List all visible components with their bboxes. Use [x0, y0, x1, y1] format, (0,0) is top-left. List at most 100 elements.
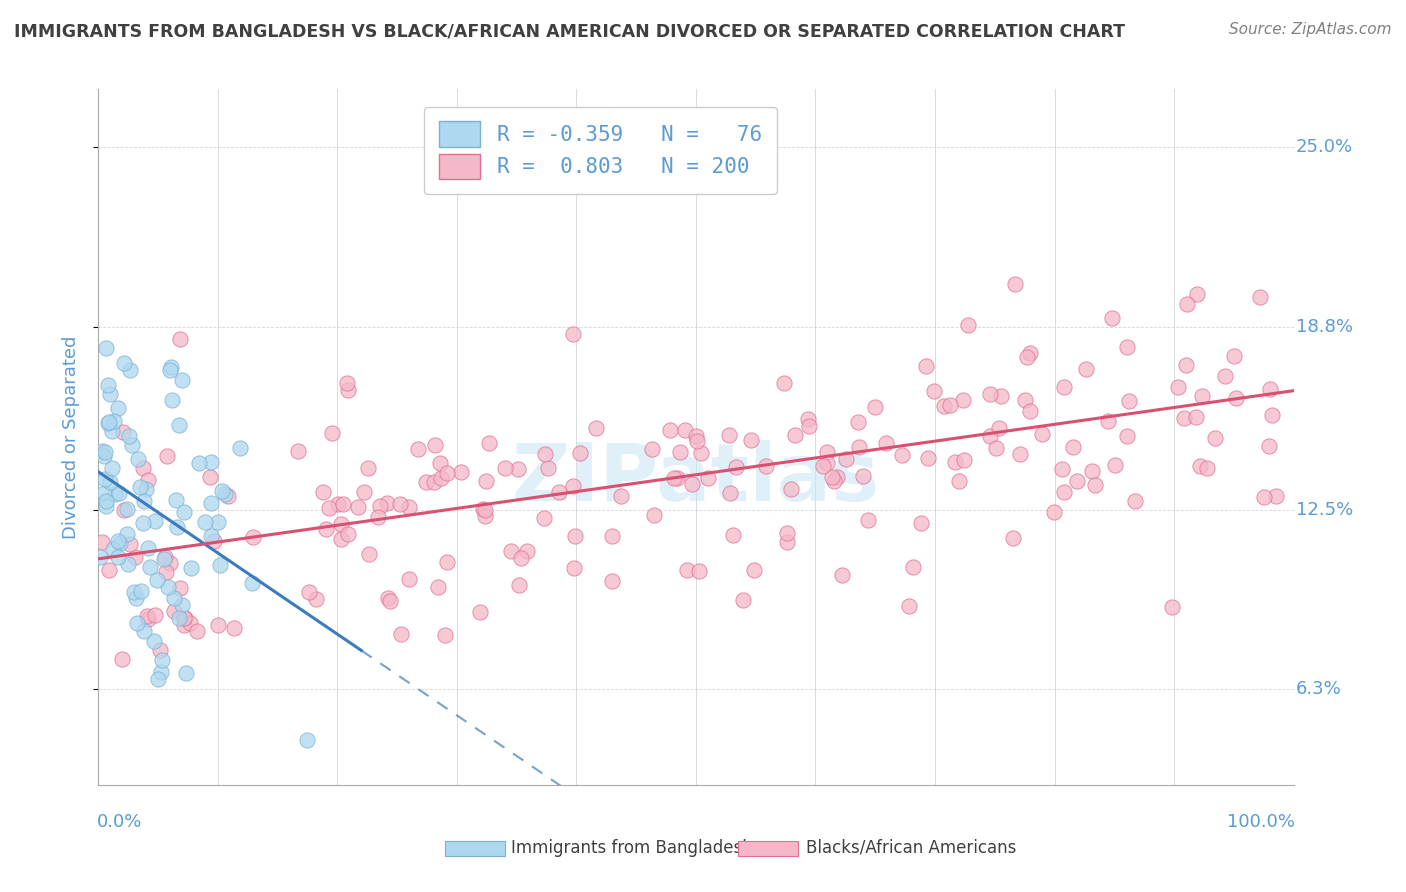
Point — [167, 611, 190, 625]
Point — [103, 487, 125, 501]
Point — [159, 363, 181, 377]
Point — [167, 417, 190, 432]
Point — [134, 624, 156, 638]
Point — [170, 598, 193, 612]
Point — [97, 377, 120, 392]
Point — [143, 607, 166, 622]
Point — [93, 485, 115, 500]
Point — [156, 449, 179, 463]
Point — [953, 453, 976, 467]
Point — [166, 519, 188, 533]
Point — [214, 487, 236, 501]
Point — [132, 461, 155, 475]
Point — [138, 541, 160, 555]
Point — [516, 544, 538, 558]
Point — [1014, 393, 1036, 408]
Point — [1050, 461, 1073, 475]
Point — [198, 470, 221, 484]
Point — [675, 563, 697, 577]
Point — [1031, 427, 1053, 442]
Point — [163, 604, 186, 618]
Point — [217, 489, 239, 503]
Point — [474, 509, 496, 524]
Point — [1015, 350, 1038, 364]
Point — [353, 485, 375, 500]
Text: IMMIGRANTS FROM BANGLADESH VS BLACK/AFRICAN AMERICAN DIVORCED OR SEPARATED CORRE: IMMIGRANTS FROM BANGLADESH VS BLACK/AFRI… — [14, 22, 1125, 40]
Point — [562, 479, 585, 493]
Point — [799, 419, 821, 434]
Point — [125, 591, 148, 606]
Point — [98, 564, 121, 578]
Point — [917, 451, 939, 466]
Point — [375, 495, 398, 509]
FancyBboxPatch shape — [446, 840, 505, 856]
Point — [934, 400, 956, 414]
Point — [153, 550, 176, 565]
Point — [90, 535, 112, 549]
Point — [173, 611, 195, 625]
Point — [173, 617, 195, 632]
Point — [548, 485, 571, 500]
Text: 6.3%: 6.3% — [1296, 681, 1341, 698]
Point — [831, 567, 853, 582]
Point — [897, 599, 920, 613]
Point — [139, 559, 162, 574]
Point — [134, 493, 156, 508]
Point — [120, 537, 142, 551]
Point — [89, 550, 111, 565]
Point — [1123, 493, 1146, 508]
Point — [952, 393, 974, 408]
Point — [681, 477, 703, 491]
Point — [207, 618, 229, 632]
Point — [124, 549, 146, 564]
Point — [979, 428, 1001, 442]
Point — [169, 582, 191, 596]
Point — [200, 455, 222, 469]
Point — [389, 627, 412, 641]
Point — [118, 428, 141, 442]
Point — [145, 574, 167, 588]
Point — [209, 558, 232, 573]
Point — [665, 470, 688, 484]
Point — [506, 462, 529, 476]
Point — [1185, 286, 1208, 301]
Point — [111, 425, 134, 439]
Point — [107, 401, 129, 415]
Point — [388, 497, 411, 511]
Point — [494, 460, 516, 475]
Point — [986, 441, 1008, 455]
Point — [415, 475, 437, 489]
Point — [332, 497, 354, 511]
Point — [472, 501, 495, 516]
Point — [755, 459, 778, 474]
Text: 18.8%: 18.8% — [1296, 318, 1353, 336]
Point — [305, 591, 328, 606]
Point — [295, 733, 318, 747]
Point — [776, 526, 799, 541]
Point — [115, 501, 138, 516]
Point — [207, 516, 229, 530]
Point — [159, 360, 181, 375]
Point — [938, 398, 960, 412]
Point — [163, 591, 186, 606]
Point — [110, 536, 132, 550]
Point — [398, 500, 420, 514]
Point — [112, 503, 135, 517]
Point — [103, 413, 125, 427]
Point — [688, 564, 710, 578]
Point — [96, 416, 118, 430]
Point — [1213, 369, 1236, 384]
Text: 100.0%: 100.0% — [1226, 813, 1295, 830]
Point — [346, 500, 368, 514]
Point — [336, 526, 359, 541]
Point — [153, 552, 176, 566]
Text: 0.0%: 0.0% — [97, 813, 142, 830]
Point — [564, 529, 586, 543]
Point — [150, 653, 173, 667]
Point — [1223, 349, 1246, 363]
Point — [1189, 459, 1212, 474]
Point — [910, 516, 932, 530]
Point — [776, 535, 799, 549]
Point — [948, 475, 970, 489]
Point — [987, 421, 1010, 435]
